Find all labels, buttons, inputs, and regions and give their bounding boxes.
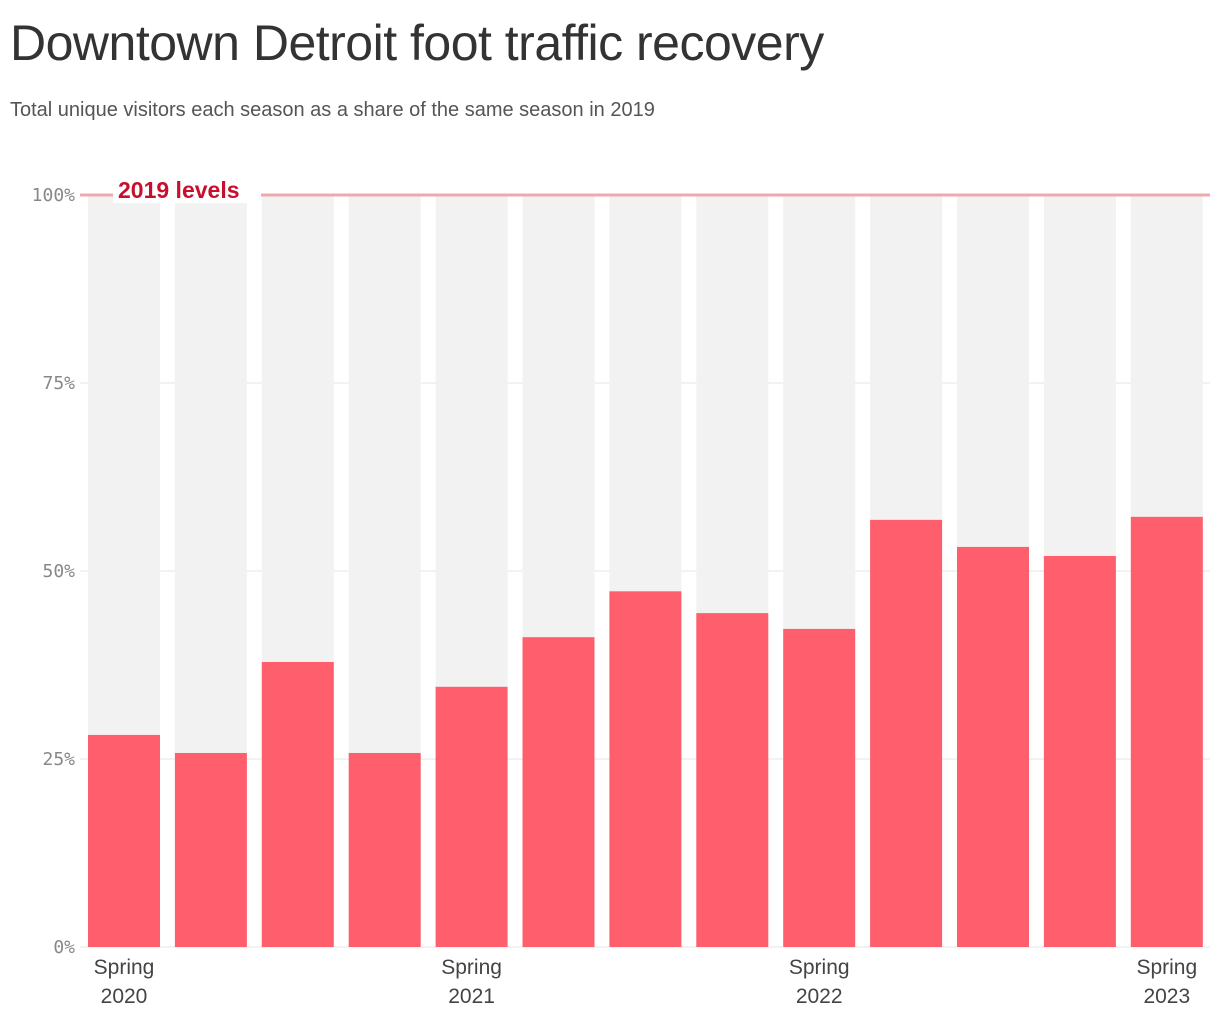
y-tick-label: 100% bbox=[32, 185, 76, 206]
y-tick-label: 25% bbox=[42, 749, 75, 770]
x-tick-label: Spring bbox=[1136, 956, 1197, 979]
bar bbox=[870, 519, 943, 947]
bar bbox=[522, 637, 595, 947]
bar bbox=[174, 752, 247, 947]
x-tick-label: Spring bbox=[94, 956, 155, 979]
chart-subtitle: Total unique visitors each season as a s… bbox=[10, 99, 655, 121]
bar bbox=[609, 591, 682, 947]
reference-label: 2019 levels bbox=[118, 177, 240, 203]
reference-label-bg bbox=[113, 173, 261, 203]
chart-title: Downtown Detroit foot traffic recovery bbox=[10, 15, 824, 71]
y-tick-label: 0% bbox=[53, 937, 75, 958]
x-tick-label: Spring bbox=[789, 956, 850, 979]
x-tick-label: Spring bbox=[441, 956, 502, 979]
bar bbox=[88, 734, 160, 947]
bar bbox=[261, 661, 334, 947]
bar bbox=[696, 613, 769, 947]
x-tick-label: 2020 bbox=[101, 985, 148, 1008]
bar bbox=[1130, 516, 1203, 947]
y-tick-label: 75% bbox=[42, 373, 75, 394]
y-tick-label: 50% bbox=[42, 561, 75, 582]
x-tick-label: 2021 bbox=[448, 985, 495, 1008]
bar bbox=[783, 628, 856, 947]
bar bbox=[957, 546, 1029, 947]
bar bbox=[348, 752, 421, 947]
bar bbox=[435, 686, 508, 947]
x-tick-label: 2022 bbox=[796, 985, 843, 1008]
bar bbox=[1043, 555, 1116, 947]
x-tick-label: 2023 bbox=[1143, 985, 1190, 1008]
